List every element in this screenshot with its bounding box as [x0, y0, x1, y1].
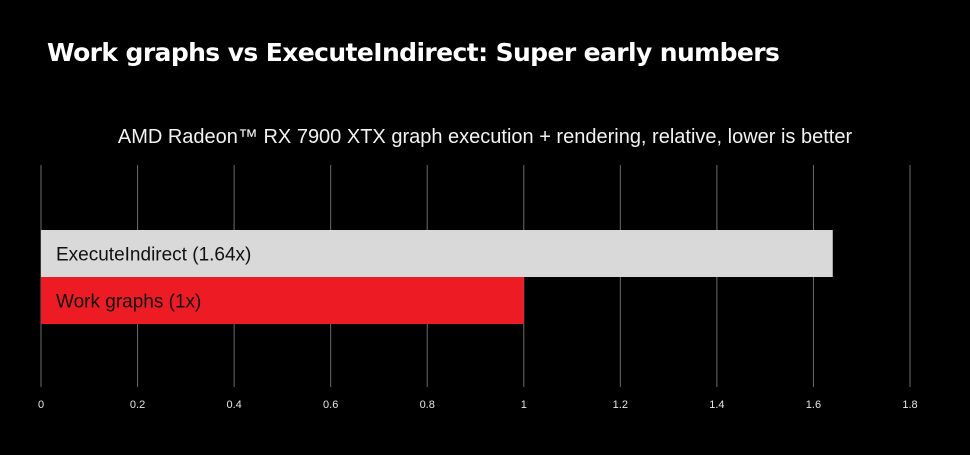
bar [41, 277, 524, 324]
x-tick-label: 0.8 [420, 399, 435, 411]
bar [41, 230, 833, 277]
x-tick-label: 1.6 [806, 399, 821, 411]
x-tick-label: 0 [38, 399, 44, 411]
bar-label: ExecuteIndirect (1.64x) [56, 245, 251, 266]
bars: ExecuteIndirect (1.64x) Work graphs (1x) [41, 230, 833, 324]
slide-title: Work graphs vs ExecuteIndirect: Super ea… [47, 38, 780, 67]
x-tick-label: 1.4 [709, 399, 724, 411]
x-tick-label: 0.6 [323, 399, 338, 411]
chart-title: AMD Radeon™ RX 7900 XTX graph execution … [117, 126, 853, 148]
x-tick-label: 1 [521, 399, 527, 411]
x-tick-label: 1.8 [902, 399, 917, 411]
x-tick-label: 0.4 [226, 399, 241, 411]
x-axis-ticks: 0 0.2 0.4 0.6 0.8 1 1.2 1.4 1.6 1.8 [38, 399, 918, 411]
x-tick-label: 1.2 [613, 399, 628, 411]
bar-label: Work graphs (1x) [56, 292, 201, 313]
x-tick-label: 0.2 [130, 399, 145, 411]
